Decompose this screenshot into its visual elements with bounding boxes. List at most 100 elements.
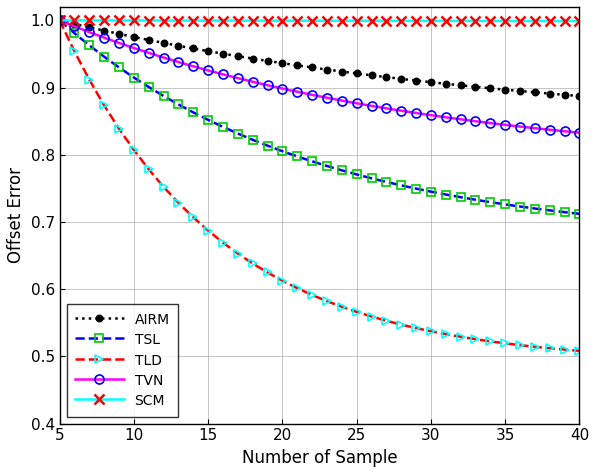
AIRM [398, 76, 405, 82]
AIRM [427, 79, 434, 85]
SCM [279, 18, 286, 24]
AIRM [309, 64, 316, 70]
TVN [427, 112, 434, 118]
TLD [264, 270, 271, 275]
TLD [427, 328, 434, 334]
TLD [294, 285, 301, 291]
SCM [442, 18, 449, 24]
AIRM [116, 31, 123, 36]
TVN [561, 128, 568, 134]
TSL [561, 210, 568, 215]
Y-axis label: Offset Error: Offset Error [7, 167, 25, 263]
TVN [338, 98, 345, 103]
SCM [145, 18, 153, 23]
TLD [398, 322, 405, 328]
SCM [368, 18, 375, 24]
TVN [204, 68, 212, 73]
AIRM [219, 51, 226, 56]
TSL [472, 197, 479, 202]
TSL [412, 186, 420, 191]
TVN [309, 92, 316, 98]
SCM [427, 18, 434, 24]
AIRM [101, 28, 108, 34]
AIRM [353, 71, 360, 76]
TLD [204, 228, 212, 233]
TSL [160, 93, 167, 99]
TSL [294, 154, 301, 159]
SCM [56, 18, 63, 23]
TVN [160, 55, 167, 60]
AIRM [561, 92, 568, 98]
TVN [442, 114, 449, 120]
AIRM [56, 18, 63, 23]
SCM [502, 18, 509, 24]
Line: AIRM: AIRM [57, 17, 582, 99]
AIRM [279, 60, 286, 66]
TLD [160, 184, 167, 190]
TSL [576, 211, 583, 217]
TLD [338, 304, 345, 310]
TSL [279, 148, 286, 154]
SCM [383, 18, 390, 24]
TLD [324, 298, 331, 304]
TSL [487, 199, 494, 205]
TSL [324, 163, 331, 169]
TVN [116, 40, 123, 46]
Line: TLD: TLD [55, 16, 583, 355]
TSL [101, 54, 108, 60]
SCM [398, 18, 405, 24]
TVN [219, 72, 226, 77]
TSL [204, 117, 212, 123]
TVN [175, 59, 182, 65]
TVN [71, 24, 78, 29]
AIRM [546, 91, 553, 96]
TVN [234, 75, 241, 81]
TLD [86, 77, 93, 82]
TVN [264, 82, 271, 88]
TLD [412, 325, 420, 331]
AIRM [472, 84, 479, 90]
TLD [249, 261, 256, 266]
AIRM [487, 85, 494, 91]
AIRM [531, 90, 538, 95]
SCM [219, 18, 226, 23]
SCM [86, 18, 93, 23]
TLD [145, 166, 153, 172]
TLD [487, 338, 494, 344]
TVN [190, 64, 197, 69]
TVN [368, 103, 375, 109]
TVN [294, 89, 301, 95]
TLD [234, 251, 241, 256]
AIRM [576, 93, 583, 99]
AIRM [383, 74, 390, 80]
AIRM [86, 25, 93, 30]
TSL [353, 172, 360, 177]
TLD [561, 347, 568, 353]
TLD [219, 240, 226, 246]
SCM [472, 18, 479, 24]
TLD [442, 331, 449, 337]
SCM [517, 18, 524, 24]
AIRM [368, 73, 375, 78]
SCM [309, 18, 316, 24]
TLD [546, 346, 553, 351]
TSL [71, 30, 78, 36]
SCM [249, 18, 256, 24]
TSL [517, 204, 524, 210]
TSL [383, 179, 390, 185]
SCM [234, 18, 241, 24]
TLD [576, 348, 583, 354]
X-axis label: Number of Sample: Number of Sample [242, 449, 398, 467]
SCM [116, 18, 123, 23]
TLD [101, 102, 108, 108]
TLD [368, 314, 375, 319]
SCM [338, 18, 345, 24]
TSL [442, 191, 449, 197]
TLD [383, 318, 390, 324]
TVN [56, 18, 63, 23]
Line: TVN: TVN [55, 16, 584, 137]
TVN [398, 108, 405, 114]
TLD [131, 147, 138, 153]
SCM [412, 18, 420, 24]
TSL [338, 167, 345, 173]
